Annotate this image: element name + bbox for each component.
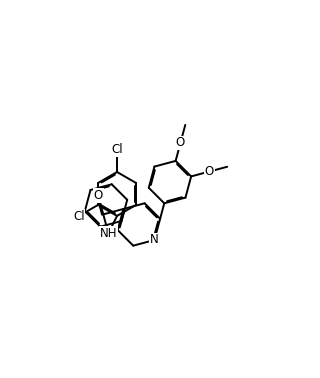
Text: O: O <box>93 189 103 202</box>
Text: Cl: Cl <box>111 143 123 156</box>
Text: N: N <box>150 234 159 246</box>
Text: NH: NH <box>100 227 117 240</box>
Text: Cl: Cl <box>73 209 84 223</box>
Text: O: O <box>176 136 185 149</box>
Text: O: O <box>204 165 214 178</box>
